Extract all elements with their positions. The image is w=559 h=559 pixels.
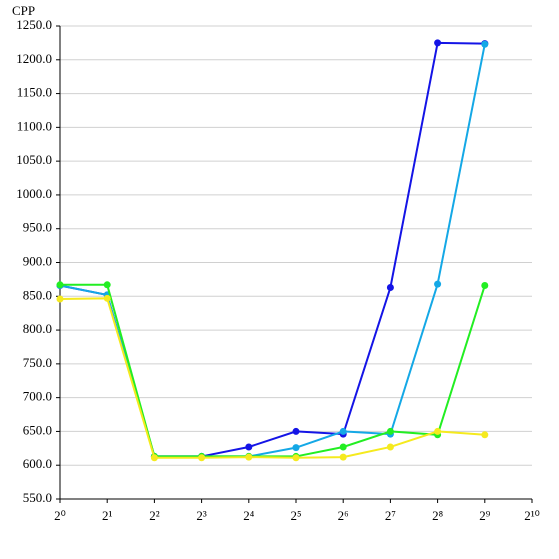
y-tick-label: 650.0 [23, 422, 52, 437]
point [245, 453, 253, 461]
x-tick-label: 2⁵ [290, 508, 301, 523]
series-line [60, 283, 486, 458]
point [386, 443, 394, 451]
point [56, 281, 64, 289]
y-tick-label: 950.0 [23, 220, 52, 235]
x-tick-label: 2⁷ [385, 508, 396, 523]
point [434, 280, 442, 288]
y-tick-label: 750.0 [23, 355, 52, 370]
point [386, 427, 394, 435]
x-tick-label: 2⁶ [338, 508, 349, 523]
point [56, 295, 64, 303]
x-tick-label: 2¹ [102, 508, 113, 523]
point [103, 294, 111, 302]
y-tick-label: 800.0 [23, 321, 52, 336]
y-tick-label: 600.0 [23, 456, 52, 471]
point [339, 427, 347, 435]
point [481, 40, 489, 48]
x-tick-label: 2³ [196, 508, 207, 523]
y-tick-label: 1200.0 [16, 51, 52, 66]
y-tick-label: 1250.0 [16, 17, 52, 32]
x-tick-label: 2⁸ [432, 508, 444, 523]
y-tick-label: 1050.0 [16, 152, 52, 167]
y-tick-label: 1150.0 [17, 85, 52, 100]
point [481, 281, 489, 289]
y-tick-label: 850.0 [23, 287, 52, 302]
point [150, 454, 158, 462]
point [292, 454, 300, 462]
x-tick-label: 2⁴ [243, 508, 255, 523]
point [103, 281, 111, 289]
point [245, 443, 253, 451]
y-axis-label: CPP [12, 3, 35, 18]
point [434, 39, 442, 47]
point [386, 284, 394, 292]
point [481, 431, 489, 439]
y-tick-label: 1100.0 [17, 118, 52, 133]
y-tick-label: 700.0 [23, 389, 52, 404]
y-tick-label: 550.0 [23, 490, 52, 505]
y-tick-label: 1000.0 [16, 186, 52, 201]
x-tick-label: 2⁹ [479, 508, 491, 523]
point [434, 427, 442, 435]
point [339, 453, 347, 461]
series-line [59, 297, 485, 459]
point [198, 454, 206, 462]
point [292, 444, 300, 452]
x-tick-label: 2² [149, 508, 160, 523]
x-tick-label: 2¹⁰ [524, 508, 540, 523]
point [292, 427, 300, 435]
x-tick-label: 2⁰ [54, 508, 66, 523]
series-line [59, 44, 486, 458]
point [339, 443, 347, 451]
y-tick-label: 900.0 [23, 253, 52, 268]
series-line [59, 41, 485, 458]
